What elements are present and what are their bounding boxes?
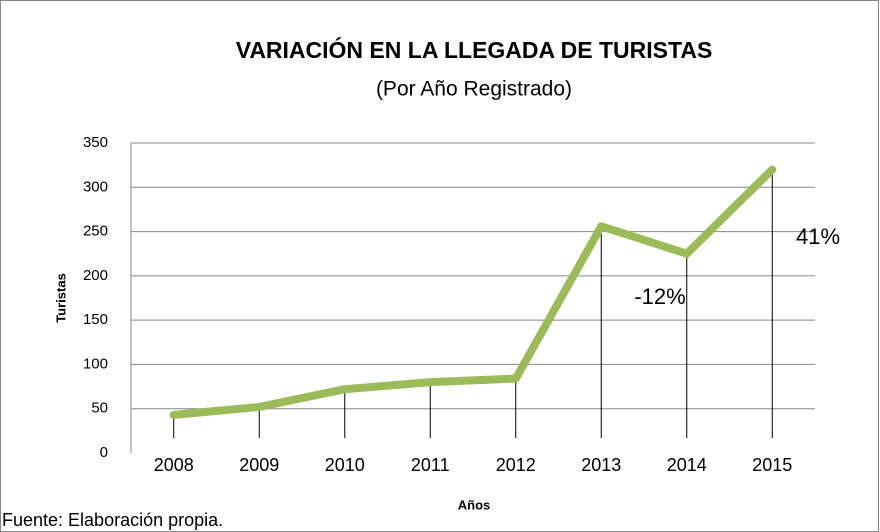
y-tick-label: 300: [83, 178, 108, 195]
data-line: [169, 165, 777, 419]
x-axis-label: Años: [458, 497, 491, 512]
annotation: 41%: [796, 224, 840, 249]
chart-subtitle: (Por Año Registrado): [376, 78, 572, 101]
y-axis-label: Turistas: [53, 273, 68, 323]
y-tick-label: 200: [83, 267, 108, 284]
y-tick-label: 250: [83, 223, 108, 240]
y-tick-label: 100: [83, 355, 108, 372]
x-tick-label: 2009: [239, 455, 279, 475]
x-tick-label: 2014: [667, 455, 707, 475]
x-tick-label: 2012: [496, 455, 536, 475]
chart-title: VARIACIÓN EN LA LLEGADA DE TURISTAS: [236, 36, 713, 63]
x-tick-label: 2013: [581, 455, 621, 475]
source-note: Fuente: Elaboración propia.: [2, 510, 223, 530]
x-tick-label: 2011: [411, 455, 450, 475]
y-tick-label: 350: [83, 134, 108, 151]
annotation: -12%: [634, 284, 685, 309]
x-tick-label: 2010: [325, 455, 365, 475]
y-tick-label: 50: [91, 400, 108, 417]
y-tick-label: 0: [100, 444, 108, 461]
x-tick-label: 2015: [752, 455, 792, 475]
x-tick-label: 2008: [154, 455, 194, 475]
y-tick-label: 150: [83, 311, 108, 328]
